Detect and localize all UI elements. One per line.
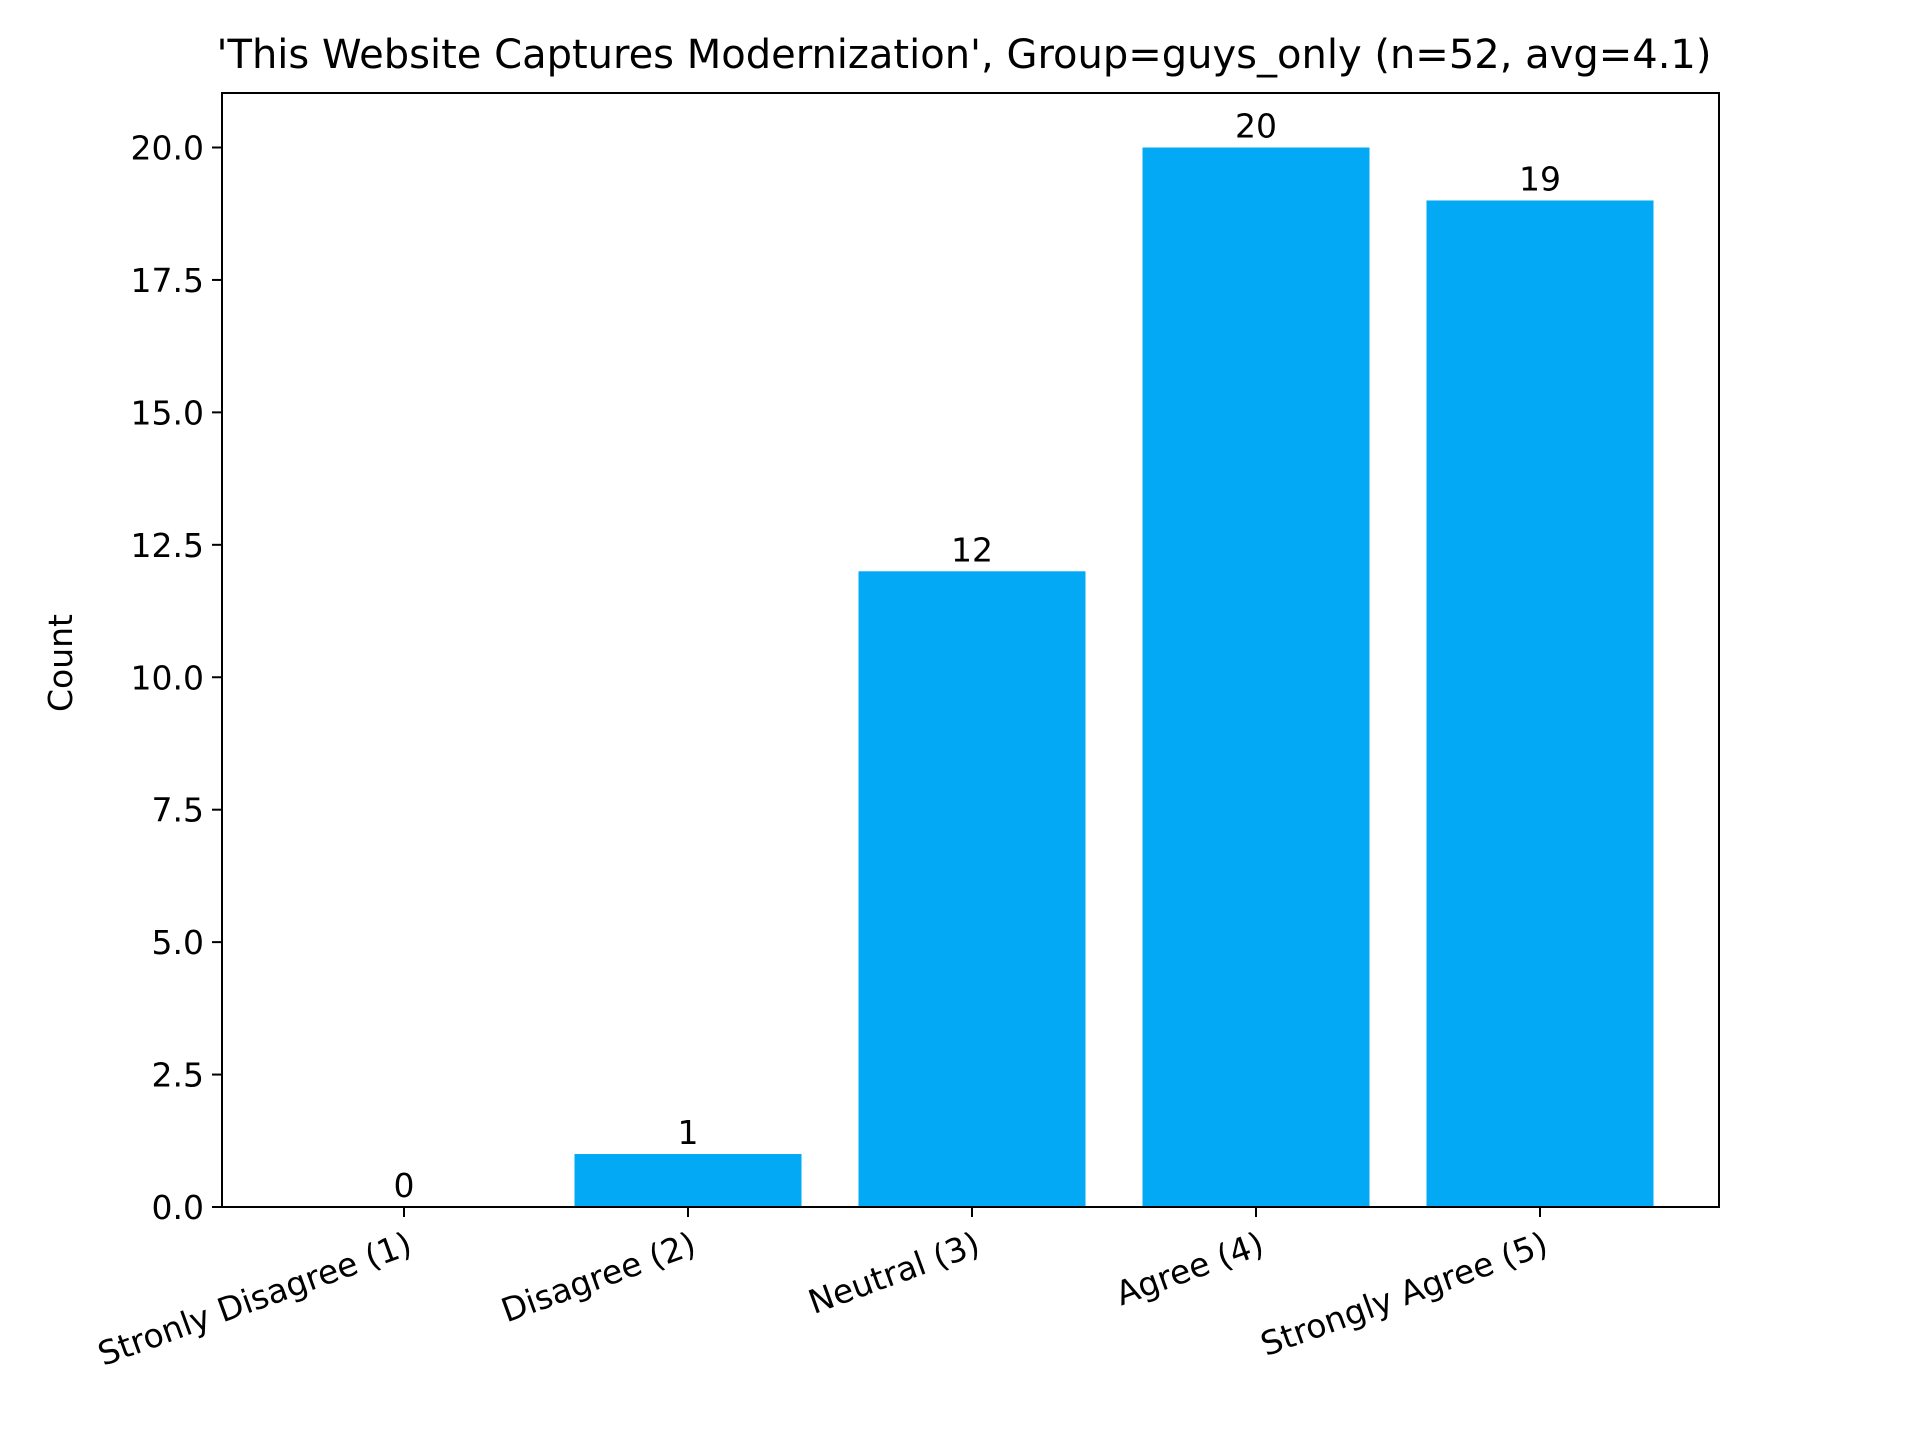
bar-5 [1426, 200, 1654, 1208]
y-axis-ticks: 0.0 2.5 5.0 7.5 10.0 12.5 15.0 17.5 20.0 [131, 129, 222, 1227]
y-tick-label: 15.0 [131, 393, 204, 432]
y-tick-label: 5.0 [152, 923, 204, 962]
bar-value-label: 1 [678, 1113, 699, 1152]
y-tick-label: 20.0 [131, 129, 204, 168]
bar-value-label: 12 [951, 530, 993, 569]
bar-3 [858, 571, 1086, 1207]
y-axis-label: Count [41, 614, 80, 712]
bar-labels-group: 0 1 12 20 19 [394, 107, 1562, 1206]
bar-value-label: 19 [1519, 159, 1561, 198]
y-tick-label: 17.5 [131, 261, 204, 300]
x-tick-label: Neutral (3) [803, 1224, 985, 1322]
y-tick-label: 12.5 [131, 526, 204, 565]
y-tick-label: 0.0 [152, 1188, 204, 1227]
x-tick-label: Disagree (2) [496, 1224, 701, 1330]
chart-title: 'This Website Captures Modernization', G… [217, 32, 1712, 78]
x-tick-label: Strongly Agree (5) [1255, 1224, 1552, 1364]
bar-4 [1142, 147, 1370, 1207]
bars-group [574, 147, 1654, 1208]
x-axis-ticks: Stronly Disagree (1) Disagree (2) Neutral … [93, 1207, 1553, 1374]
bar-value-label: 20 [1235, 107, 1277, 146]
bar-2 [574, 1154, 802, 1207]
bar-value-label: 0 [394, 1166, 415, 1205]
x-tick-label: Agree (4) [1110, 1224, 1268, 1313]
y-tick-label: 10.0 [131, 658, 204, 697]
y-tick-label: 2.5 [152, 1056, 204, 1095]
y-tick-label: 7.5 [152, 791, 204, 830]
x-tick-label: Stronly Disagree (1) [93, 1224, 417, 1374]
plot-frame [221, 92, 1720, 1208]
